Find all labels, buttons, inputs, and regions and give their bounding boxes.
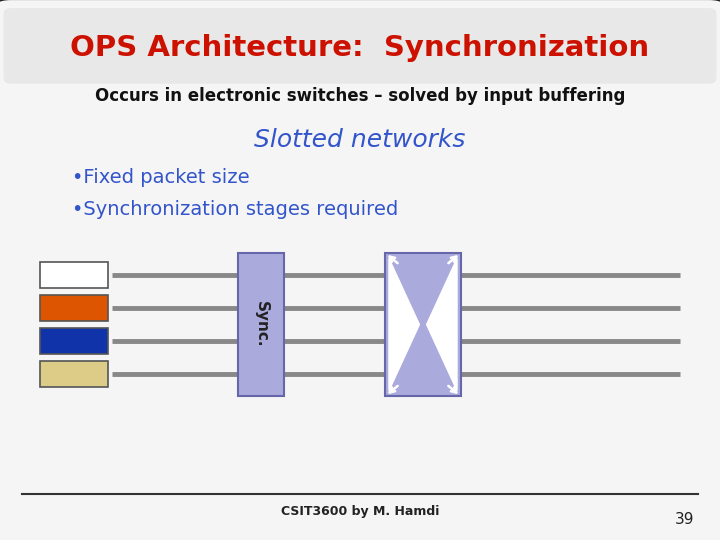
Text: •Fixed packet size: •Fixed packet size (72, 167, 250, 187)
Text: OPS Architecture:  Synchronization: OPS Architecture: Synchronization (71, 33, 649, 62)
Text: Occurs in electronic switches – solved by input buffering: Occurs in electronic switches – solved b… (95, 87, 625, 105)
Text: CSIT3600 by M. Hamdi: CSIT3600 by M. Hamdi (281, 505, 439, 518)
Bar (40, 295, 108, 321)
Polygon shape (426, 259, 457, 390)
Text: Slotted networks: Slotted networks (254, 129, 466, 152)
Text: Sync.: Sync. (253, 301, 269, 348)
FancyBboxPatch shape (4, 8, 716, 84)
Text: •Synchronization stages required: •Synchronization stages required (72, 200, 398, 219)
Bar (40, 262, 108, 288)
Bar (238, 253, 284, 396)
Bar (40, 328, 108, 354)
Bar (385, 253, 461, 396)
Bar (40, 361, 108, 387)
Polygon shape (389, 259, 419, 390)
Text: 39: 39 (675, 512, 695, 527)
